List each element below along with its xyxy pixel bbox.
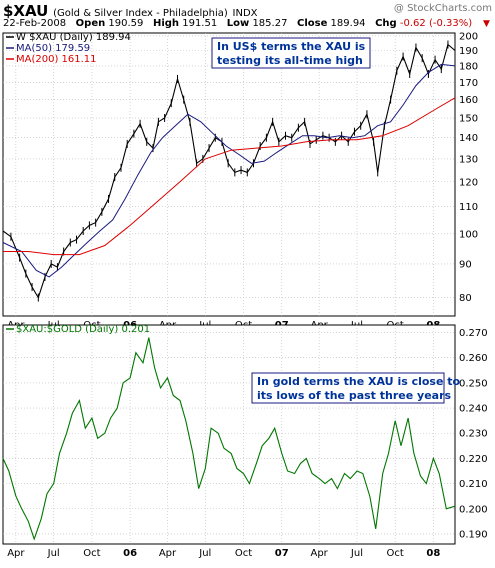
ratio-legend-label: $XAU:$GOLD (Daily) 0.201 (16, 324, 150, 335)
ratio-x-tick-label: Apr (7, 548, 25, 559)
price-legend-label: MA(200) 161.11 (16, 54, 97, 65)
ratio-y-tick-label: 0.240 (459, 404, 488, 415)
price-y-tick-label: 150 (459, 114, 478, 125)
price-annotation-text: testing its all-time high (217, 54, 363, 67)
quote-date: 22-Feb-2008 (3, 18, 67, 29)
ratio-x-tick-label: Jul (47, 548, 60, 559)
low-value: 185.27 (252, 18, 288, 29)
ratio-x-tick-label: Jul (198, 548, 211, 559)
index-name: (Gold & Silver Index - Philadelphia) (53, 8, 228, 19)
price-series-xau (2, 43, 456, 299)
open-label: Open (75, 18, 106, 29)
ratio-x-tick-label: Oct (235, 548, 252, 559)
ratio-annotation-text: its lows of the past three years (257, 389, 451, 402)
ratio-x-tick-label: Oct (387, 548, 404, 559)
close-label: Close (296, 18, 328, 29)
price-annotation-text: In US$ terms the XAU is (217, 40, 366, 53)
ratio-x-tick-label: Oct (83, 548, 100, 559)
ratio-annotation-box (251, 372, 445, 404)
open-value: 190.59 (108, 18, 144, 29)
ratio-x-tick-label: 08 (426, 548, 440, 559)
price-y-tick-label: 110 (459, 202, 478, 213)
chg-label: Chg (375, 18, 397, 29)
price-y-tick-label: 120 (459, 177, 478, 188)
ratio-y-tick-label: 0.230 (459, 429, 488, 440)
price-y-tick-label: 90 (459, 259, 472, 270)
ratio-annotation-text: In gold terms the XAU is close to (257, 375, 461, 388)
low-label: Low (226, 18, 250, 29)
high-label: High (152, 18, 180, 29)
price-y-tick-label: 200 (459, 31, 478, 42)
price-y-tick-label: 100 (459, 229, 478, 240)
price-y-tick-label: 190 (459, 46, 478, 57)
price-legend-label: MA(50) 179.59 (16, 43, 90, 54)
ratio-x-tick-label: 06 (123, 548, 137, 559)
price-y-tick-label: 160 (459, 95, 478, 106)
ratio-x-tick-label: Jul (350, 548, 363, 559)
quote-bar: 22-Feb-2008 Open 190.59 High 191.51 Low … (3, 18, 490, 29)
ratio-x-tick-label: Apr (159, 548, 177, 559)
price-legend-label: W $XAU (Daily) 189.94 (16, 32, 131, 43)
exchange: INDX (232, 8, 258, 19)
ratio-series-xau-gold (2, 337, 456, 541)
price-series-ma-200 (3, 97, 456, 256)
chg-value: -0.62 (-0.33%) (399, 18, 473, 29)
ratio-y-tick-label: 0.270 (459, 328, 488, 339)
symbol: $XAU (3, 2, 49, 20)
price-y-tick-label: 130 (459, 154, 478, 165)
price-y-tick-label: 140 (459, 133, 478, 144)
price-y-tick-label: 80 (459, 293, 472, 304)
watermark: @ StockCharts.com (393, 3, 492, 14)
ratio-y-tick-label: 0.200 (459, 504, 488, 515)
ratio-y-tick-label: 0.190 (459, 529, 488, 540)
close-value: 189.94 (330, 18, 366, 29)
high-value: 191.51 (182, 18, 218, 29)
ratio-y-tick-label: 0.250 (459, 378, 488, 389)
price-plot-frame (2, 32, 456, 317)
ratio-y-tick-label: 0.260 (459, 353, 488, 364)
ratio-x-tick-label: Apr (310, 548, 328, 559)
ratio-y-tick-label: 0.220 (459, 454, 488, 465)
ratio-y-tick-label: 0.210 (459, 479, 488, 490)
price-annotation-box (211, 37, 371, 69)
ratio-plot-frame (2, 324, 456, 545)
price-y-tick-label: 180 (459, 61, 478, 72)
ratio-x-tick-label: 07 (275, 548, 289, 559)
price-y-tick-label: 170 (459, 78, 478, 89)
down-triangle-icon: ▼ (483, 19, 490, 29)
chart-title: $XAU (Gold & Silver Index - Philadelphia… (3, 2, 258, 20)
